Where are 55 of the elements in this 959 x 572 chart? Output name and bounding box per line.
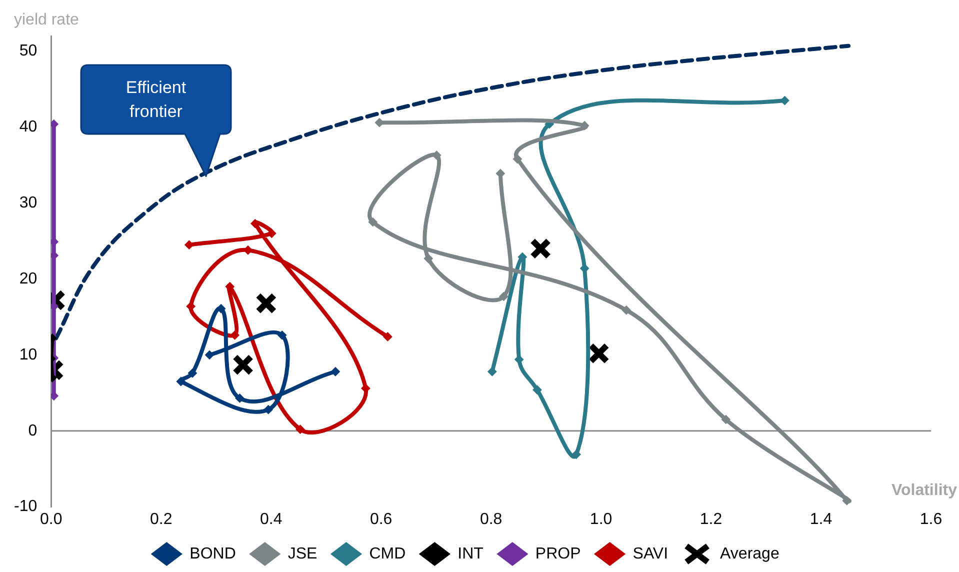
point (622, 306, 631, 315)
x-tick-label: 1.2 (700, 510, 722, 528)
y-tick-label: 40 (19, 118, 38, 136)
point (530, 238, 552, 260)
x-axis-title: Volatility (892, 482, 958, 500)
point (499, 292, 508, 301)
point (572, 450, 581, 459)
annotation: Efficient frontier (124, 76, 188, 122)
legend-label: Average (720, 545, 780, 562)
x-tick-label: 1.0 (590, 510, 612, 528)
point (330, 367, 340, 376)
point (383, 332, 392, 342)
point (588, 342, 610, 364)
point (255, 292, 277, 314)
x-tick-label: 0.2 (150, 510, 172, 528)
x-tick-label: 0.4 (260, 510, 282, 528)
point (235, 394, 244, 403)
x-tick-label: 0.0 (40, 510, 62, 528)
point (488, 367, 497, 376)
x-tick-label: 0.6 (370, 510, 392, 528)
y-tick-label: 20 (19, 270, 38, 288)
point (512, 154, 522, 164)
point (424, 254, 433, 263)
y-tick-label: 10 (19, 346, 38, 364)
y-axis-title: yield rate (14, 11, 80, 28)
point (188, 368, 197, 378)
y-tick-label: 50 (19, 42, 38, 60)
point (205, 350, 214, 360)
point (176, 377, 186, 386)
legend-label: BOND (190, 545, 236, 562)
point (232, 354, 254, 376)
point (432, 150, 442, 160)
y-tick-label: -10 (14, 498, 38, 516)
legend-label: INT (458, 545, 484, 562)
speech-bubble: Efficient frontier (80, 64, 232, 177)
point (230, 330, 240, 340)
point (842, 496, 852, 506)
x-tick-label: 0.8 (480, 510, 502, 528)
legend-label: JSE (288, 545, 318, 562)
x-tick-label: 1.4 (810, 510, 832, 528)
x-tick-label: 1.6 (920, 510, 942, 528)
legend-label: SAVI (632, 545, 668, 562)
point (267, 228, 276, 238)
y-tick-label: 30 (19, 194, 38, 212)
legend-label: CMD (369, 545, 406, 562)
point (580, 121, 590, 130)
point (278, 330, 287, 340)
point (368, 218, 378, 227)
point (264, 405, 273, 414)
legend-label: PROP (535, 545, 581, 562)
point (532, 385, 542, 394)
point (296, 424, 305, 434)
y-tick-label: 0 (28, 422, 38, 440)
line-series (368, 118, 852, 506)
point (721, 414, 730, 424)
